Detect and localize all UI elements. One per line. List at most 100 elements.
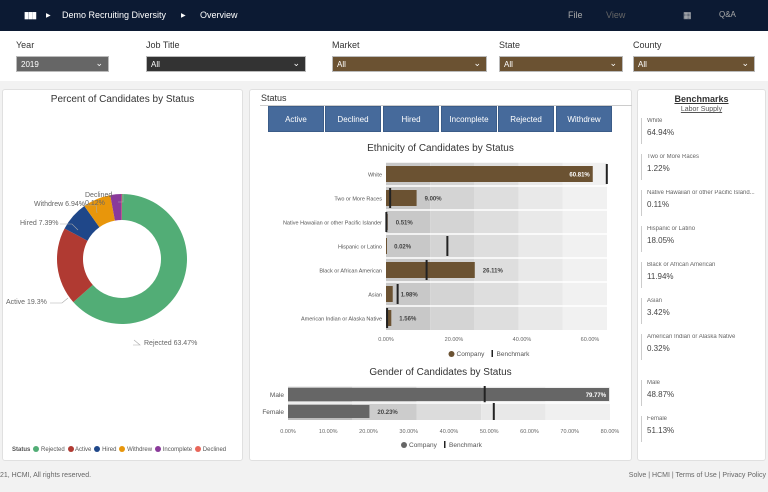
footer-copyright: 21, HCMI, All rights reserved. bbox=[0, 472, 92, 479]
legend-dot-icon bbox=[155, 446, 162, 452]
dropdown-value: All bbox=[151, 60, 160, 69]
legend-item-declined[interactable]: Declined bbox=[195, 446, 226, 453]
benchmark-value: 64.94% bbox=[647, 128, 675, 137]
filter-label: Market bbox=[332, 40, 360, 50]
county-filter[interactable]: County All ⌄ bbox=[633, 40, 755, 72]
top-navigation-bar: ▮▮▮ ▶ Demo Recruiting Diversity ▶ Overvi… bbox=[0, 0, 768, 31]
x-tick-label: 40.00% bbox=[440, 429, 459, 435]
dropdown-value: All bbox=[638, 60, 647, 69]
footer-links[interactable]: Solve | HCMI | Terms of Use | Privacy Po… bbox=[628, 472, 766, 479]
legend-item-hired[interactable]: Hired bbox=[94, 446, 116, 453]
category-label: White bbox=[368, 173, 382, 179]
benchmark-marker bbox=[389, 188, 392, 208]
state-filter[interactable]: State All ⌄ bbox=[499, 40, 623, 72]
status-donut-panel: Percent of Candidates by Status bbox=[2, 89, 243, 461]
benchmark-name: Male bbox=[647, 380, 661, 386]
legend-label: Declined bbox=[202, 447, 227, 453]
year-filter[interactable]: Year 2019 ⌄ bbox=[16, 40, 109, 72]
benchmark-value: 51.13% bbox=[647, 426, 675, 435]
status-slicer-label: Status bbox=[261, 93, 287, 103]
chevron-down-icon: ⌄ bbox=[292, 58, 300, 68]
legend-benchmark: Benchmark bbox=[449, 442, 483, 449]
benchmark-value: 3.42% bbox=[647, 308, 670, 317]
range-band bbox=[562, 162, 607, 330]
category-label: Hispanic or Latino bbox=[338, 245, 382, 251]
chevron-down-icon: ⌄ bbox=[609, 58, 617, 68]
benchmark-card: American Indian or Alaska Native 0.32% bbox=[641, 334, 765, 360]
benchmark-name: Hispanic or Latino bbox=[647, 226, 696, 232]
company-bar bbox=[386, 190, 417, 206]
chart-title: Percent of Candidates by Status bbox=[50, 94, 195, 105]
qa-button[interactable]: Q&A bbox=[719, 10, 736, 19]
category-label: Black or African American bbox=[319, 269, 382, 275]
x-tick-label: 0.00% bbox=[378, 337, 394, 343]
market-dropdown[interactable]: All ⌄ bbox=[332, 56, 487, 72]
legend-item-incomplete[interactable]: Incomplete bbox=[155, 446, 192, 453]
chevron-right-icon: ▶ bbox=[46, 13, 51, 19]
status-button-withdrew[interactable]: Withdrew bbox=[556, 106, 612, 132]
divider bbox=[260, 105, 632, 106]
file-menu[interactable]: File bbox=[568, 10, 583, 20]
county-dropdown[interactable]: All ⌄ bbox=[633, 56, 755, 72]
benchmark-value: 48.87% bbox=[647, 390, 675, 399]
donut-label-hired: Hired 7.39% bbox=[20, 220, 59, 227]
company-bar bbox=[386, 286, 393, 302]
status-button-declined[interactable]: Declined bbox=[325, 106, 381, 132]
leader-line bbox=[80, 204, 98, 214]
breadcrumb-page[interactable]: Overview bbox=[200, 10, 238, 20]
benchmark-card: Black or African American 11.94% bbox=[641, 262, 765, 288]
status-button-hired[interactable]: Hired bbox=[383, 106, 439, 132]
benchmarks-subtitle: Labor Supply bbox=[680, 106, 723, 113]
category-label: Female bbox=[262, 409, 284, 416]
benchmark-marker bbox=[425, 260, 428, 280]
x-tick-label: 20.00% bbox=[445, 337, 464, 343]
data-label: 79.77% bbox=[586, 393, 607, 399]
dropdown-value: All bbox=[504, 60, 513, 69]
benchmark-marker bbox=[483, 386, 486, 403]
grid-icon[interactable]: ▦ bbox=[683, 10, 692, 20]
donut-slice-incomplete bbox=[110, 194, 122, 221]
leader-line bbox=[118, 194, 124, 203]
donut-label-declined: Declined 0.12% bbox=[85, 192, 113, 207]
legend-label: Active bbox=[75, 447, 92, 453]
gender-chart-title: Gender of Candidates by Status bbox=[369, 367, 512, 378]
view-menu[interactable]: View bbox=[606, 10, 626, 20]
x-tick-label: 80.00% bbox=[601, 429, 620, 435]
benchmark-marker bbox=[396, 284, 399, 304]
category-label: American Indian or Alaska Native bbox=[301, 317, 382, 323]
job-title-dropdown[interactable]: All ⌄ bbox=[146, 56, 306, 72]
app-logo-icon[interactable]: ▮▮▮ bbox=[24, 10, 37, 20]
market-filter[interactable]: Market All ⌄ bbox=[332, 40, 487, 72]
benchmark-card: Male 48.87% bbox=[641, 380, 765, 406]
benchmark-name: Two or More Races bbox=[647, 154, 700, 160]
filter-label: State bbox=[499, 40, 521, 50]
state-dropdown[interactable]: All ⌄ bbox=[499, 56, 623, 72]
benchmark-card: Asian 3.42% bbox=[641, 298, 765, 324]
legend-item-active[interactable]: Active bbox=[67, 446, 92, 453]
year-dropdown[interactable]: 2019 ⌄ bbox=[16, 56, 109, 72]
status-button-rejected[interactable]: Rejected bbox=[498, 106, 554, 132]
company-bar bbox=[386, 310, 392, 326]
legend-benchmark: Benchmark bbox=[497, 351, 531, 358]
legend-item-rejected[interactable]: Rejected bbox=[33, 446, 65, 453]
legend-benchmark-icon bbox=[444, 441, 446, 448]
legend-item-withdrew[interactable]: Withdrew bbox=[119, 446, 152, 453]
x-tick-label: 70.00% bbox=[560, 429, 579, 435]
ethnicity-chart-title: Ethnicity of Candidates by Status bbox=[367, 143, 514, 154]
company-bar bbox=[386, 166, 593, 182]
status-button-active[interactable]: Active bbox=[268, 106, 324, 132]
x-tick-label: 30.00% bbox=[399, 429, 418, 435]
job-title-filter[interactable]: Job Title All ⌄ bbox=[146, 40, 306, 72]
x-tick-label: 60.00% bbox=[520, 429, 539, 435]
data-label: 0.02% bbox=[394, 245, 412, 251]
benchmark-card: Hispanic or Latino 18.05% bbox=[641, 226, 765, 252]
filter-label: County bbox=[633, 40, 662, 50]
company-bar bbox=[386, 238, 387, 254]
leader-line bbox=[60, 223, 79, 231]
legend-label: Rejected bbox=[41, 447, 65, 453]
legend-company-icon bbox=[401, 442, 407, 448]
benchmark-marker bbox=[492, 403, 495, 420]
breadcrumb-report[interactable]: Demo Recruiting Diversity bbox=[62, 10, 167, 20]
benchmark-name: White bbox=[647, 118, 663, 124]
status-button-incomplete[interactable]: Incomplete bbox=[441, 106, 497, 132]
